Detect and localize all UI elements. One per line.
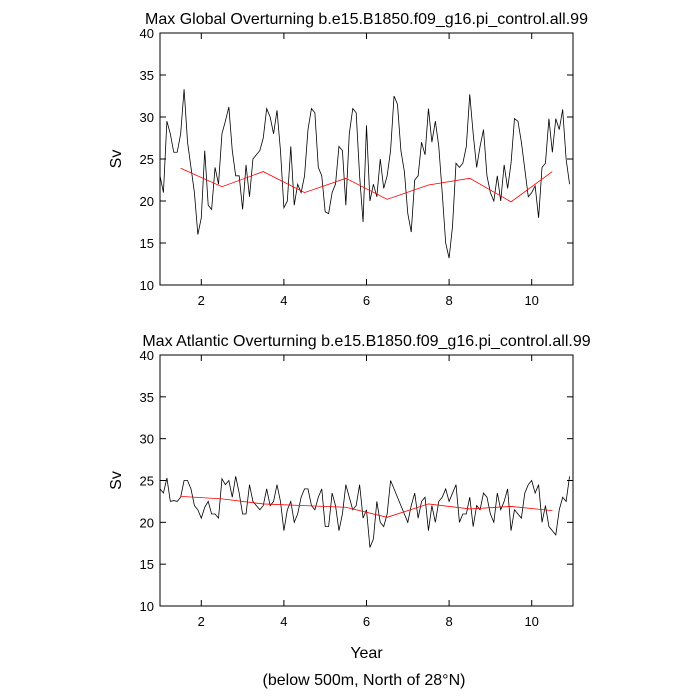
y-tick-label: 35 [140,68,154,83]
y-tick-label: 25 [140,474,154,489]
x-tick-label: 8 [445,614,452,629]
x-tick-label: 6 [363,293,370,308]
series-line [180,167,553,203]
y-axis-label: Sv [108,150,125,169]
y-tick-label: 10 [140,278,154,293]
series-line [159,476,570,548]
y-tick-label: 20 [140,194,154,209]
x-tick-label: 2 [198,614,205,629]
y-tick-label: 25 [140,152,154,167]
y-tick-label: 10 [140,599,154,614]
x-axis-label: Year [350,645,383,662]
y-tick-label: 35 [140,390,154,405]
x-tick-label: 6 [363,614,370,629]
y-tick-label: 40 [140,26,154,41]
x-tick-label: 4 [280,614,287,629]
series-line [159,89,570,259]
y-tick-label: 20 [140,515,154,530]
footnote: (below 500m, North of 28°N) [263,672,466,689]
y-tick-label: 30 [140,110,154,125]
y-tick-label: 15 [140,236,154,251]
x-tick-label: 10 [524,614,538,629]
chart-title: Max Atlantic Overturning b.e15.B1850.f09… [142,333,590,350]
y-axis-label: Sv [108,471,125,490]
y-tick-label: 30 [140,432,154,447]
y-tick-label: 15 [140,557,154,572]
x-tick-label: 2 [198,293,205,308]
y-tick-label: 40 [140,348,154,363]
x-tick-label: 8 [445,293,452,308]
x-tick-label: 10 [524,293,538,308]
chart-title: Max Global Overturning b.e15.B1850.f09_g… [145,11,588,28]
x-tick-label: 4 [280,293,287,308]
series-line [180,496,553,518]
